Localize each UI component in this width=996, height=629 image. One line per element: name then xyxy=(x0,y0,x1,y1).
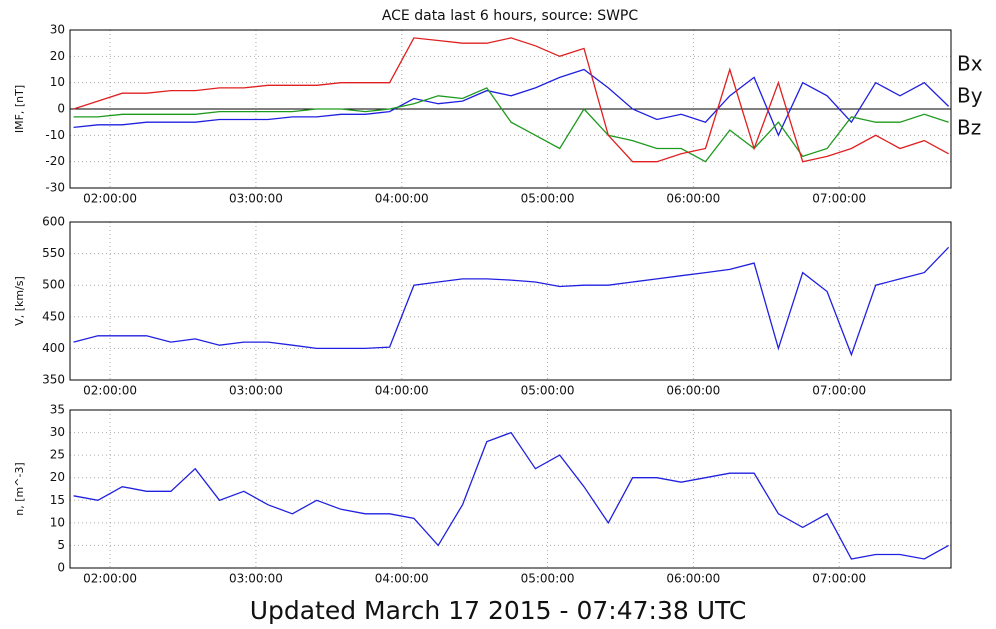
y-tick-label: 30 xyxy=(50,23,65,37)
y-tick-label: -30 xyxy=(45,181,65,195)
x-tick-label: 06:00:00 xyxy=(666,572,720,586)
x-tick-label: 02:00:00 xyxy=(83,192,137,206)
legend-entry: By xyxy=(957,84,983,108)
x-tick-label: 06:00:00 xyxy=(666,192,720,206)
x-tick-label: 02:00:00 xyxy=(83,384,137,398)
y-tick-label: 10 xyxy=(50,515,65,529)
y-tick-label: 5 xyxy=(57,538,65,552)
chart-title: ACE data last 6 hours, source: SWPC xyxy=(382,8,639,24)
x-tick-label: 03:00:00 xyxy=(229,192,283,206)
footer: Updated March 17 2015 - 07:47:38 UTC xyxy=(250,596,747,625)
y-tick-label: 350 xyxy=(42,373,65,387)
y-tick-label: 450 xyxy=(42,309,65,323)
y-tick-label: 500 xyxy=(42,278,65,292)
x-tick-label: 07:00:00 xyxy=(812,192,866,206)
y-tick-label: 30 xyxy=(50,425,65,439)
x-tick-label: 07:00:00 xyxy=(812,384,866,398)
data-line xyxy=(73,431,949,560)
x-tick-label: 03:00:00 xyxy=(229,572,283,586)
y-tick-label: 600 xyxy=(42,215,65,229)
data-line xyxy=(73,37,949,163)
x-tick-label: 05:00:00 xyxy=(521,384,575,398)
y-tick-label: 20 xyxy=(50,470,65,484)
x-tick-label: 02:00:00 xyxy=(83,572,137,586)
y-tick-label: 0 xyxy=(57,561,65,575)
x-tick-label: 04:00:00 xyxy=(375,384,429,398)
x-tick-label: 03:00:00 xyxy=(229,384,283,398)
plot-frame xyxy=(69,409,952,569)
y-axis-label: V, [km/s] xyxy=(13,276,26,326)
x-tick-label: 04:00:00 xyxy=(375,192,429,206)
x-tick-label: 05:00:00 xyxy=(521,192,575,206)
y-tick-label: 35 xyxy=(50,403,65,417)
y-axis-label: IMF, [nT] xyxy=(13,85,26,133)
x-tick-label: 07:00:00 xyxy=(812,572,866,586)
data-line xyxy=(73,87,949,163)
y-axis-label: n, [m^-3] xyxy=(13,462,26,515)
y-tick-label: -20 xyxy=(45,154,65,168)
x-tick-label: 05:00:00 xyxy=(521,572,575,586)
y-tick-label: 550 xyxy=(42,246,65,260)
legend-entry: Bx xyxy=(957,52,983,76)
y-tick-label: 400 xyxy=(42,341,65,355)
plot-frame xyxy=(69,29,952,189)
data-line xyxy=(73,68,950,137)
y-tick-label: 10 xyxy=(50,75,65,89)
y-tick-label: 0 xyxy=(57,102,65,116)
x-tick-label: 06:00:00 xyxy=(666,384,720,398)
data-line xyxy=(73,246,950,357)
y-tick-label: 20 xyxy=(50,49,65,63)
y-tick-label: -10 xyxy=(45,128,65,142)
y-tick-label: 15 xyxy=(50,493,65,507)
x-tick-label: 04:00:00 xyxy=(375,572,429,586)
plot-frame xyxy=(69,221,952,381)
legend-entry: Bz xyxy=(957,116,981,140)
y-tick-label: 25 xyxy=(50,448,65,462)
